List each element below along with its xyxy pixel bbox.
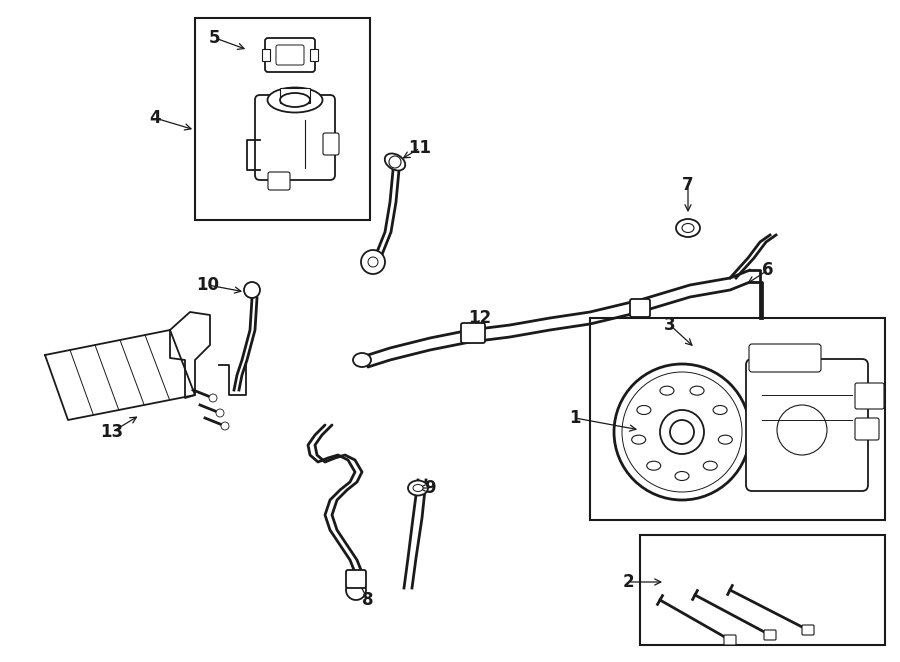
- Text: 3: 3: [664, 316, 676, 334]
- Text: 2: 2: [622, 573, 634, 591]
- Ellipse shape: [690, 386, 704, 395]
- Text: 7: 7: [682, 176, 694, 194]
- FancyBboxPatch shape: [746, 359, 868, 491]
- Text: 12: 12: [468, 309, 491, 327]
- Ellipse shape: [637, 406, 651, 414]
- Bar: [640, 535, 885, 645]
- Circle shape: [614, 364, 750, 500]
- Text: 6: 6: [762, 261, 774, 279]
- Ellipse shape: [682, 224, 694, 232]
- Text: 4: 4: [149, 109, 161, 127]
- FancyBboxPatch shape: [855, 383, 884, 409]
- FancyBboxPatch shape: [724, 635, 736, 645]
- Circle shape: [660, 410, 704, 454]
- FancyBboxPatch shape: [802, 625, 814, 635]
- Ellipse shape: [713, 406, 727, 414]
- Text: 9: 9: [424, 479, 436, 497]
- Polygon shape: [45, 330, 195, 420]
- Ellipse shape: [703, 461, 717, 470]
- FancyBboxPatch shape: [276, 45, 304, 65]
- Ellipse shape: [718, 435, 733, 444]
- FancyBboxPatch shape: [255, 95, 335, 180]
- FancyBboxPatch shape: [346, 570, 366, 588]
- FancyBboxPatch shape: [268, 172, 290, 190]
- Circle shape: [221, 422, 229, 430]
- Circle shape: [777, 405, 827, 455]
- Circle shape: [361, 250, 385, 274]
- FancyBboxPatch shape: [630, 299, 650, 317]
- Text: 8: 8: [362, 591, 374, 609]
- Ellipse shape: [408, 481, 428, 495]
- Text: 11: 11: [409, 139, 431, 157]
- Circle shape: [368, 257, 378, 267]
- FancyBboxPatch shape: [265, 38, 315, 72]
- Ellipse shape: [267, 87, 322, 113]
- Bar: [262, 49, 270, 61]
- Ellipse shape: [676, 219, 700, 237]
- Ellipse shape: [660, 386, 674, 395]
- FancyBboxPatch shape: [749, 344, 821, 372]
- Bar: [310, 49, 318, 61]
- Ellipse shape: [385, 154, 405, 171]
- Circle shape: [389, 156, 401, 168]
- Ellipse shape: [280, 93, 310, 107]
- Circle shape: [670, 420, 694, 444]
- FancyBboxPatch shape: [764, 630, 776, 640]
- Text: 13: 13: [101, 423, 123, 441]
- Polygon shape: [170, 312, 210, 398]
- Bar: [280, 88, 310, 103]
- Ellipse shape: [675, 471, 689, 481]
- Ellipse shape: [353, 353, 371, 367]
- Text: 10: 10: [196, 276, 220, 294]
- FancyBboxPatch shape: [461, 323, 485, 343]
- Circle shape: [216, 409, 224, 417]
- Circle shape: [622, 372, 742, 492]
- Ellipse shape: [647, 461, 661, 470]
- Circle shape: [209, 394, 217, 402]
- Circle shape: [346, 580, 366, 600]
- Text: 5: 5: [209, 29, 220, 47]
- Text: 1: 1: [569, 409, 580, 427]
- Circle shape: [244, 282, 260, 298]
- FancyBboxPatch shape: [855, 418, 879, 440]
- Ellipse shape: [632, 435, 645, 444]
- Ellipse shape: [413, 485, 423, 491]
- Bar: [195, 18, 370, 220]
- Bar: [590, 318, 885, 520]
- FancyBboxPatch shape: [323, 133, 339, 155]
